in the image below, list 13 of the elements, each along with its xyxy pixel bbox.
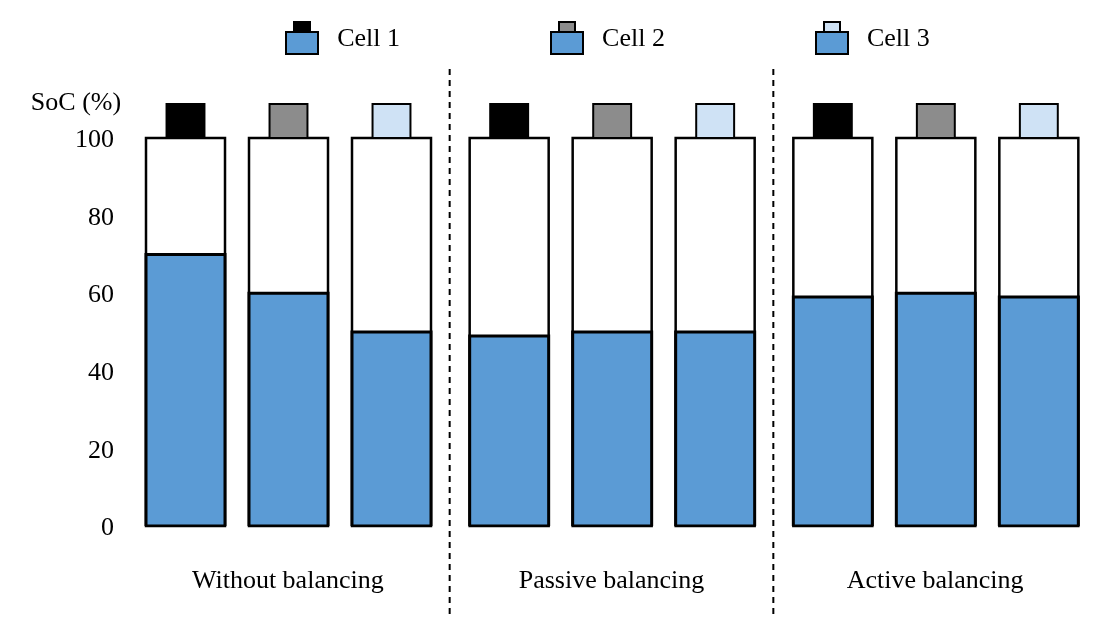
- x-tick-label: Passive balancing: [518, 565, 705, 595]
- y-tick-label: 100: [75, 124, 114, 154]
- y-tick-label: 60: [88, 279, 114, 309]
- y-tick-label: 20: [88, 434, 114, 464]
- x-tick-label: Active balancing: [846, 565, 1024, 595]
- y-axis-title: SoC (%): [30, 87, 122, 116]
- y-tick-label: 40: [88, 357, 114, 387]
- legend-label: Cell 3: [866, 23, 930, 53]
- legend-label: Cell 1: [337, 23, 401, 53]
- y-tick-label: 0: [101, 512, 114, 542]
- legend-label: Cell 2: [602, 23, 665, 53]
- x-tick-label: Without balancing: [191, 565, 384, 595]
- y-tick-label: 80: [88, 201, 114, 231]
